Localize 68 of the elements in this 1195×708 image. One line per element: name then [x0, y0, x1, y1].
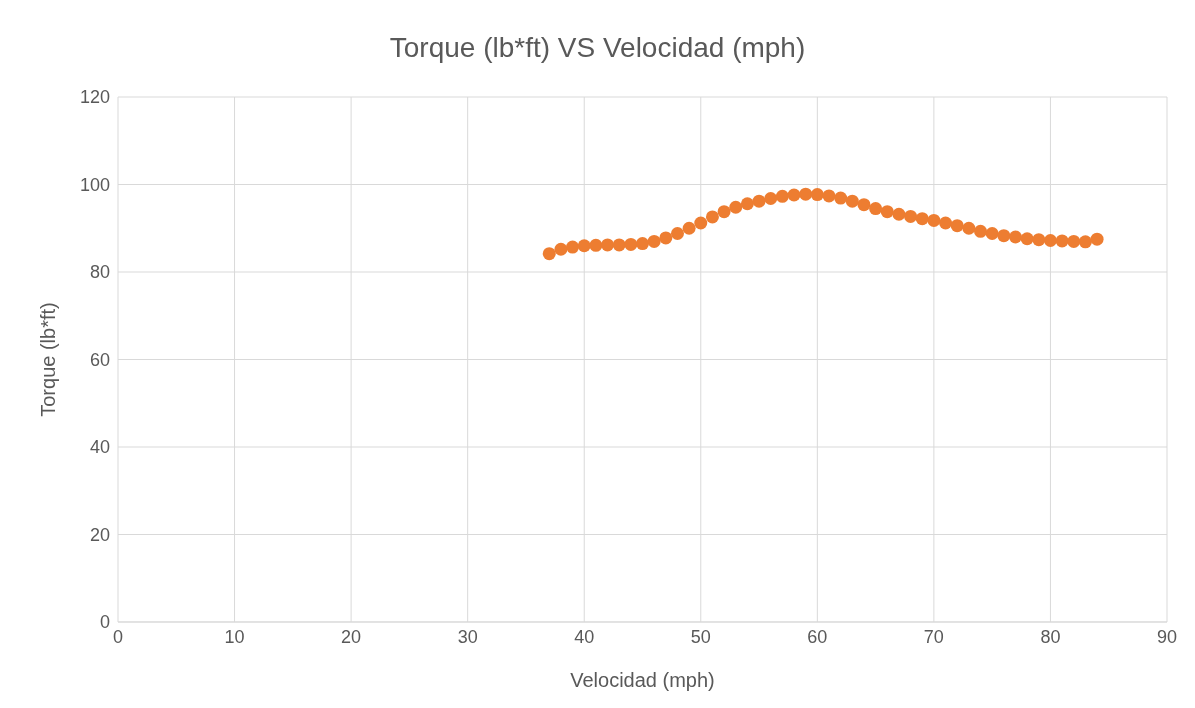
point	[554, 242, 568, 256]
point	[601, 238, 615, 252]
point	[577, 239, 591, 253]
point	[985, 227, 999, 240]
x-tick-label: 60	[807, 626, 828, 647]
point	[1020, 232, 1034, 246]
point	[717, 205, 731, 219]
x-tick-label: 20	[341, 626, 362, 647]
point	[997, 229, 1011, 243]
point	[822, 189, 836, 203]
x-axis-title: Velocidad (mph)	[570, 669, 715, 691]
point	[740, 197, 754, 211]
x-tick-label: 40	[574, 626, 595, 647]
point	[589, 238, 603, 252]
point	[566, 240, 580, 254]
point	[659, 231, 673, 245]
x-tick-label: 90	[1156, 626, 1178, 647]
y-tick-label: 40	[89, 437, 110, 458]
y-axis-title: Torque (lb*ft)	[37, 302, 60, 417]
point	[624, 237, 638, 251]
point	[1043, 234, 1057, 247]
point	[670, 227, 684, 240]
y-tick-label: 20	[89, 524, 110, 545]
chart-title: Torque (lb*ft) VS Velocidad (mph)	[388, 31, 807, 65]
x-tick-label: 30	[457, 626, 478, 647]
point	[1032, 233, 1046, 247]
point	[1067, 234, 1081, 248]
point	[857, 198, 871, 212]
point	[1008, 230, 1022, 244]
point	[974, 224, 988, 238]
point	[892, 207, 906, 221]
point	[764, 192, 778, 205]
y-tick-label: 80	[89, 262, 110, 283]
point	[880, 205, 894, 219]
point	[869, 202, 883, 216]
point	[939, 216, 953, 230]
point	[752, 194, 766, 208]
x-tick-label: 70	[923, 626, 944, 647]
point	[845, 194, 859, 208]
x-tick-label: 0	[112, 626, 124, 647]
point	[962, 221, 976, 235]
point	[542, 247, 556, 261]
point	[915, 212, 929, 226]
point	[705, 210, 719, 224]
point	[834, 191, 848, 205]
point	[1090, 232, 1104, 246]
point	[927, 213, 941, 227]
point	[694, 216, 708, 230]
point	[787, 188, 801, 202]
point	[775, 189, 789, 203]
point	[1055, 234, 1069, 248]
y-tick-label: 60	[89, 349, 110, 370]
point	[950, 219, 964, 233]
y-tick-label: 100	[79, 174, 110, 195]
x-tick-label: 10	[224, 626, 245, 647]
point	[729, 200, 743, 214]
point	[904, 209, 918, 223]
y-tick-label: 120	[79, 87, 110, 108]
point	[1078, 235, 1092, 249]
y-tick-label: 0	[99, 612, 110, 633]
x-tick-label: 50	[690, 626, 711, 647]
x-tick-label: 80	[1040, 626, 1061, 647]
point	[799, 187, 813, 201]
point	[612, 238, 626, 252]
point	[682, 221, 696, 235]
point	[810, 188, 824, 202]
point	[636, 237, 649, 251]
point	[647, 234, 661, 248]
